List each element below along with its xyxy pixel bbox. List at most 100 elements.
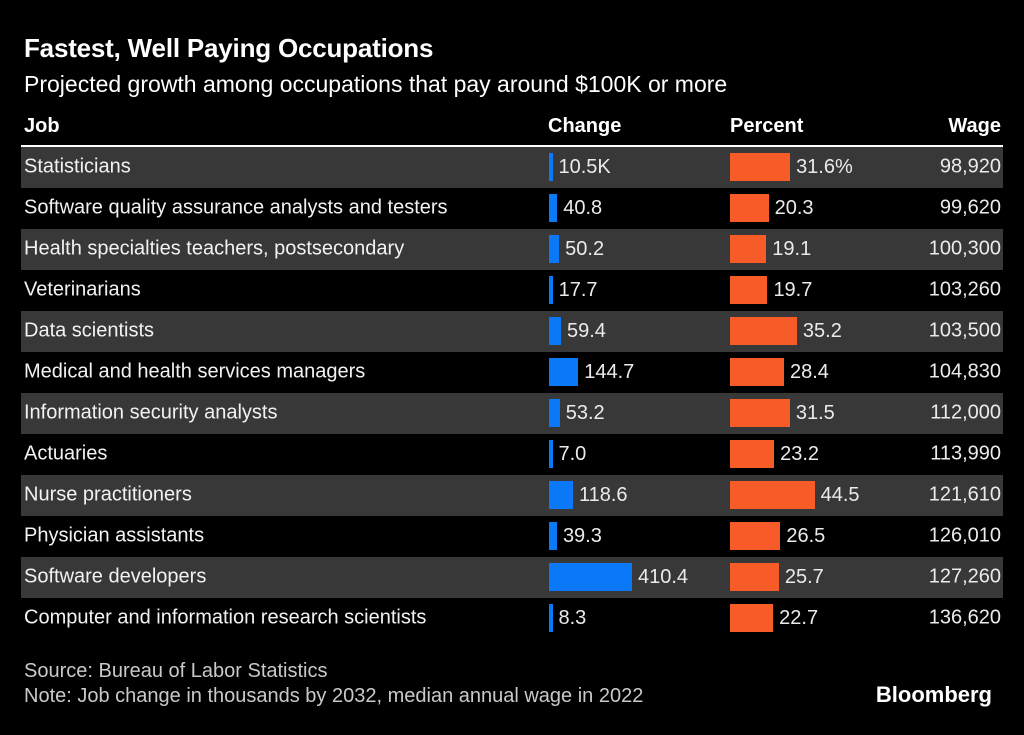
change-bar-group: 39.3 (549, 516, 602, 557)
percent-bar (730, 317, 797, 346)
table-row: Medical and health services managers 144… (21, 352, 1003, 393)
change-bar-group: 118.6 (549, 475, 628, 516)
percent-bar (730, 276, 768, 305)
source-note: Source: Bureau of Labor Statistics (24, 659, 328, 682)
change-bar (549, 153, 553, 182)
job-label: Health specialties teachers, postseconda… (24, 237, 405, 260)
percent-bar-group: 31.5 (730, 393, 835, 434)
percent-bar-group: 20.3 (730, 188, 814, 229)
table-row: Veterinarians 17.7 19.7 103,260 (21, 270, 1003, 311)
table-row: Physician assistants 39.3 26.5 126,010 (21, 516, 1003, 557)
job-label: Computer and information research scient… (24, 606, 427, 629)
wage-value: 121,610 (928, 483, 1001, 506)
table-row: Statisticians 10.5K 31.6% 98,920 (21, 146, 1003, 188)
change-value: 40.8 (563, 196, 603, 219)
change-bar-group: 17.7 (549, 270, 598, 311)
change-bar (549, 522, 557, 551)
percent-value: 31.5 (795, 401, 835, 424)
change-value: 8.3 (558, 606, 587, 629)
job-label: Software developers (24, 565, 207, 588)
percent-bar (730, 440, 775, 469)
percent-bar (730, 235, 767, 264)
column-header-job: Job (24, 114, 60, 137)
change-bar-group: 53.2 (549, 393, 605, 434)
percent-value: 22.7 (779, 606, 819, 629)
table-row: Nurse practitioners 118.6 44.5 121,610 (21, 474, 1003, 516)
job-label: Statisticians (24, 155, 131, 178)
change-value: 410.4 (638, 565, 689, 588)
percent-bar (730, 153, 791, 182)
chart-table-body: Statisticians 10.5K 31.6% 98,920 Softwar… (21, 146, 1003, 639)
percent-value: 25.7 (784, 565, 824, 588)
percent-bar-group: 28.4 (730, 352, 829, 393)
job-label: Nurse practitioners (24, 483, 192, 506)
wage-value: 103,260 (928, 278, 1001, 301)
change-bar-group: 40.8 (549, 188, 602, 229)
percent-bar-group: 23.2 (730, 434, 819, 475)
footer: Source: Bureau of Labor Statistics Note:… (24, 659, 1000, 709)
table-row: Computer and information research scient… (21, 598, 1003, 639)
percent-bar (730, 194, 769, 223)
percent-bar-group: 19.1 (730, 229, 811, 270)
wage-value: 103,500 (928, 319, 1001, 342)
table-row: Data scientists 59.4 35.2 103,500 (21, 310, 1003, 352)
percent-value: 28.4 (789, 360, 829, 383)
change-bar (549, 399, 560, 428)
change-value: 7.0 (558, 442, 587, 465)
change-bar-group: 10.5K (549, 147, 611, 188)
percent-bar (730, 604, 774, 633)
change-bar-group: 7.0 (549, 434, 586, 475)
table-row: Information security analysts 53.2 31.5 … (21, 392, 1003, 434)
change-bar (549, 194, 558, 223)
wage-value: 98,920 (939, 155, 1001, 178)
change-bar-group: 59.4 (549, 311, 606, 352)
job-label: Veterinarians (24, 278, 141, 301)
change-value: 50.2 (565, 237, 605, 260)
column-header-wage: Wage (948, 114, 1001, 137)
percent-value: 20.3 (774, 196, 814, 219)
change-value: 59.4 (567, 319, 606, 342)
table-row: Software quality assurance analysts and … (21, 188, 1003, 229)
percent-bar-group: 25.7 (730, 557, 824, 598)
change-bar (549, 276, 553, 305)
footnotes: Source: Bureau of Labor Statistics Note:… (24, 659, 643, 709)
change-bar-group: 50.2 (549, 229, 604, 270)
wage-value: 126,010 (928, 524, 1001, 547)
job-label: Software quality assurance analysts and … (24, 196, 448, 219)
percent-value: 44.5 (820, 483, 860, 506)
percent-value: 19.7 (773, 278, 813, 301)
percent-bar-group: 22.7 (730, 598, 818, 639)
change-bar (549, 604, 553, 633)
chart-subtitle: Projected growth among occupations that … (24, 71, 728, 98)
job-label: Actuaries (24, 442, 108, 465)
change-bar (549, 440, 553, 469)
percent-value: 23.2 (780, 442, 820, 465)
column-headers: Job Change Percent Wage (21, 114, 1003, 147)
percent-value: 19.1 (772, 237, 812, 260)
title-block: Fastest, Well Paying Occupations Project… (0, 0, 1024, 99)
change-value: 144.7 (584, 360, 635, 383)
percent-bar-group: 31.6% (730, 147, 853, 188)
percent-bar-group: 26.5 (730, 516, 825, 557)
table-row: Health specialties teachers, postseconda… (21, 228, 1003, 270)
change-value: 10.5K (558, 155, 611, 178)
change-value: 118.6 (578, 483, 628, 506)
percent-bar (730, 481, 815, 510)
change-bar-group: 144.7 (549, 352, 634, 393)
wage-value: 99,620 (939, 196, 1001, 219)
percent-bar-group: 35.2 (730, 311, 842, 352)
wage-value: 100,300 (928, 237, 1001, 260)
methodology-note: Note: Job change in thousands by 2032, m… (24, 684, 644, 707)
table-row: Software developers 410.4 25.7 127,260 (21, 556, 1003, 598)
change-bar (549, 563, 632, 592)
change-bar-group: 410.4 (549, 557, 688, 598)
change-bar (549, 235, 560, 264)
change-value: 53.2 (565, 401, 605, 424)
wage-value: 112,000 (930, 401, 1001, 424)
wage-value: 136,620 (928, 606, 1001, 629)
change-bar (549, 358, 579, 387)
percent-bar-group: 44.5 (730, 475, 860, 516)
chart-title: Fastest, Well Paying Occupations (24, 33, 434, 63)
percent-value: 31.6% (796, 155, 853, 178)
wage-value: 104,830 (928, 360, 1001, 383)
